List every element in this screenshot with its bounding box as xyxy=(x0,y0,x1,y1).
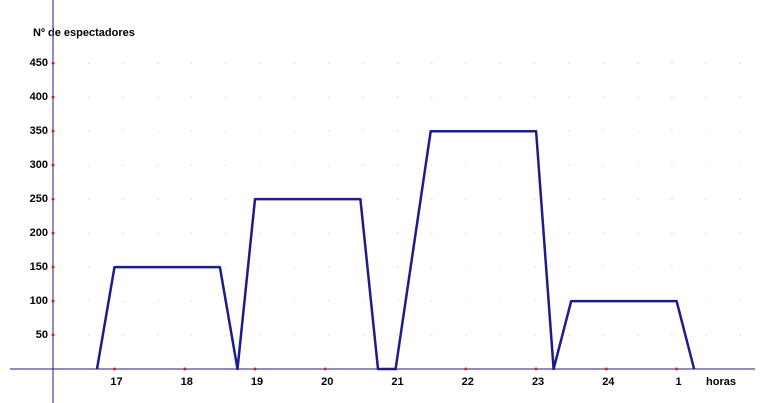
data-line xyxy=(95,129,696,371)
x-tick-mark xyxy=(604,367,608,371)
x-tick-mark xyxy=(323,367,327,371)
x-tick-mark xyxy=(113,367,117,371)
x-tick-label: 18 xyxy=(181,376,193,388)
x-tick-label: 19 xyxy=(251,376,263,388)
x-tick-mark xyxy=(675,367,679,371)
y-tick-mark xyxy=(51,197,55,201)
y-tick-label: 50 xyxy=(36,329,48,341)
x-tick-label: 17 xyxy=(110,376,122,388)
y-tick-label: 300 xyxy=(30,159,48,171)
x-axis-label: horas xyxy=(706,376,736,388)
y-axis-label: Nº de espectadores xyxy=(33,27,135,39)
x-tick-label: 24 xyxy=(602,376,615,388)
x-tick-label: 23 xyxy=(532,376,544,388)
y-tick-label: 150 xyxy=(30,261,48,273)
y-tick-label: 100 xyxy=(30,295,48,307)
y-tick-mark xyxy=(51,231,55,235)
y-tick-mark xyxy=(51,163,55,167)
x-tick-label: 22 xyxy=(462,376,474,388)
x-tick-mark xyxy=(534,367,538,371)
x-tick-mark xyxy=(183,367,187,371)
y-tick-mark xyxy=(51,333,55,337)
y-tick-mark xyxy=(51,129,55,133)
y-tick-mark xyxy=(51,61,55,65)
y-tick-mark xyxy=(51,95,55,99)
y-tick-mark xyxy=(51,265,55,269)
x-tick-mark xyxy=(464,367,468,371)
y-tick-mark xyxy=(51,299,55,303)
x-tick-mark xyxy=(253,367,257,371)
y-tick-label: 250 xyxy=(30,193,48,205)
y-tick-label: 400 xyxy=(30,91,48,103)
y-tick-label: 450 xyxy=(30,57,48,69)
x-tick-label: 1 xyxy=(676,376,682,388)
y-tick-label: 350 xyxy=(30,125,48,137)
y-tick-label: 200 xyxy=(30,227,48,239)
x-tick-label: 20 xyxy=(321,376,333,388)
x-tick-label: 21 xyxy=(391,376,403,388)
